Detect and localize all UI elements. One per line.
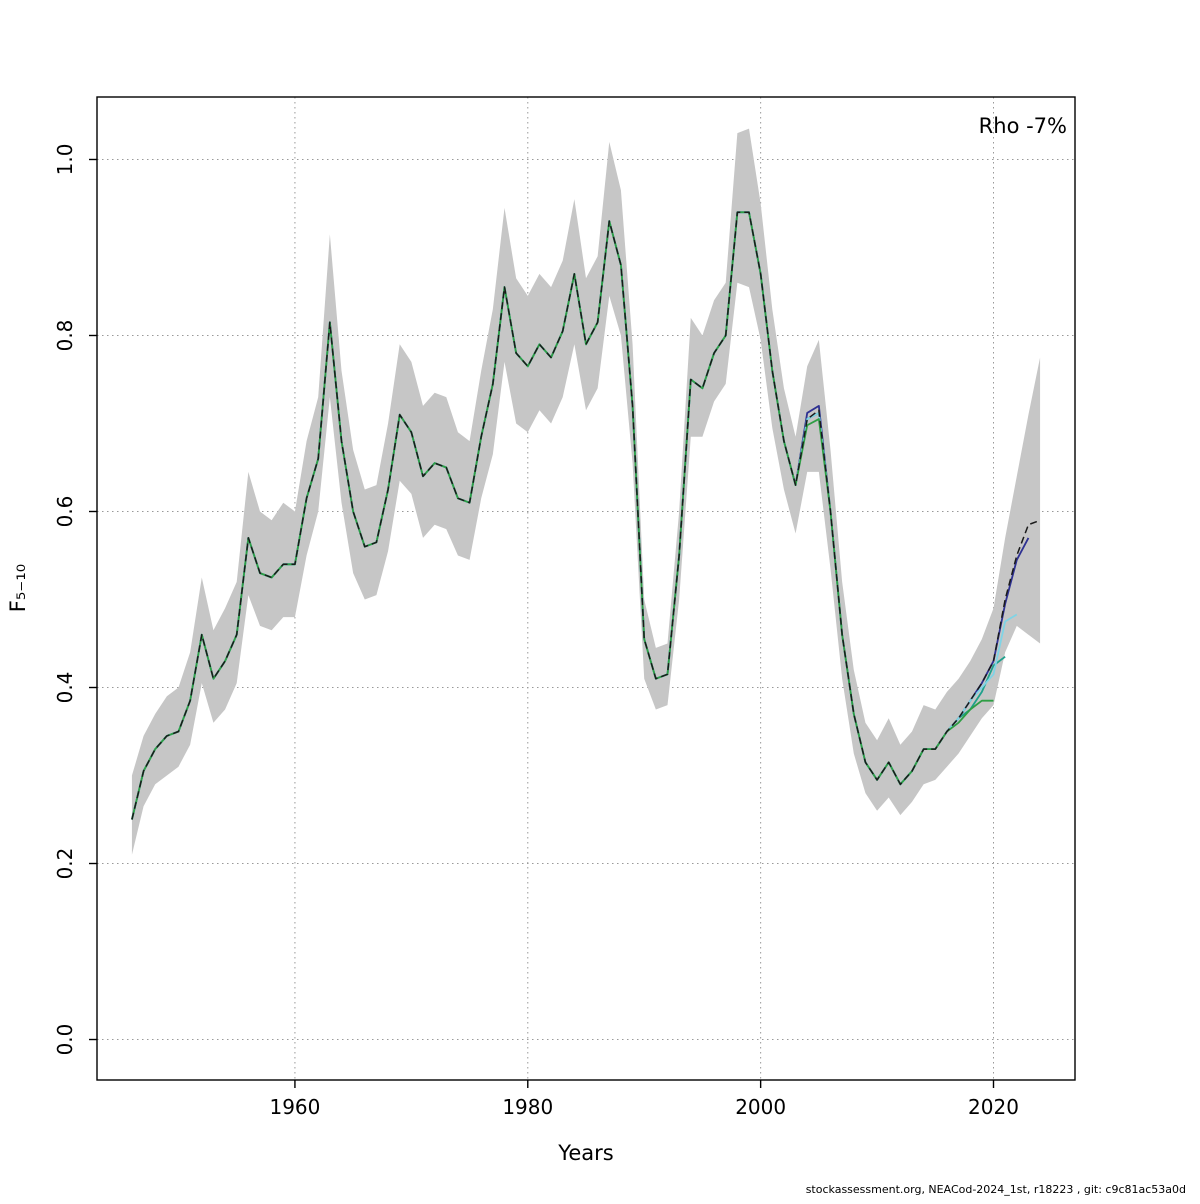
rho-annotation: Rho -7% <box>979 114 1067 138</box>
x-tick-label: 2000 <box>735 1095 786 1119</box>
footer-citation: stockassessment.org, NEACod-2024_1st, r1… <box>806 1183 1186 1196</box>
y-axis-title: F₅₋₁₀ <box>6 564 30 612</box>
y-tick-label: 1.0 <box>53 144 77 176</box>
x-tick-label: 1960 <box>269 1095 320 1119</box>
y-tick-label: 0.0 <box>53 1024 77 1056</box>
y-tick-label: 0.2 <box>53 848 77 880</box>
x-axis-title: Years <box>557 1141 613 1165</box>
series-current-run <box>131 211 1041 820</box>
y-tick-label: 0.8 <box>53 320 77 352</box>
x-tick-label: 1980 <box>502 1095 553 1119</box>
x-tick-label: 2020 <box>968 1095 1019 1119</box>
y-tick-label: 0.6 <box>53 496 77 528</box>
confidence-band <box>131 128 1041 855</box>
y-tick-label: 0.4 <box>53 672 77 704</box>
plot-border <box>96 96 1076 1081</box>
plot-layer: 1960 1980 2000 2020 0.0 0.2 0.4 0.6 0.8 1.0 <box>53 96 1076 1119</box>
